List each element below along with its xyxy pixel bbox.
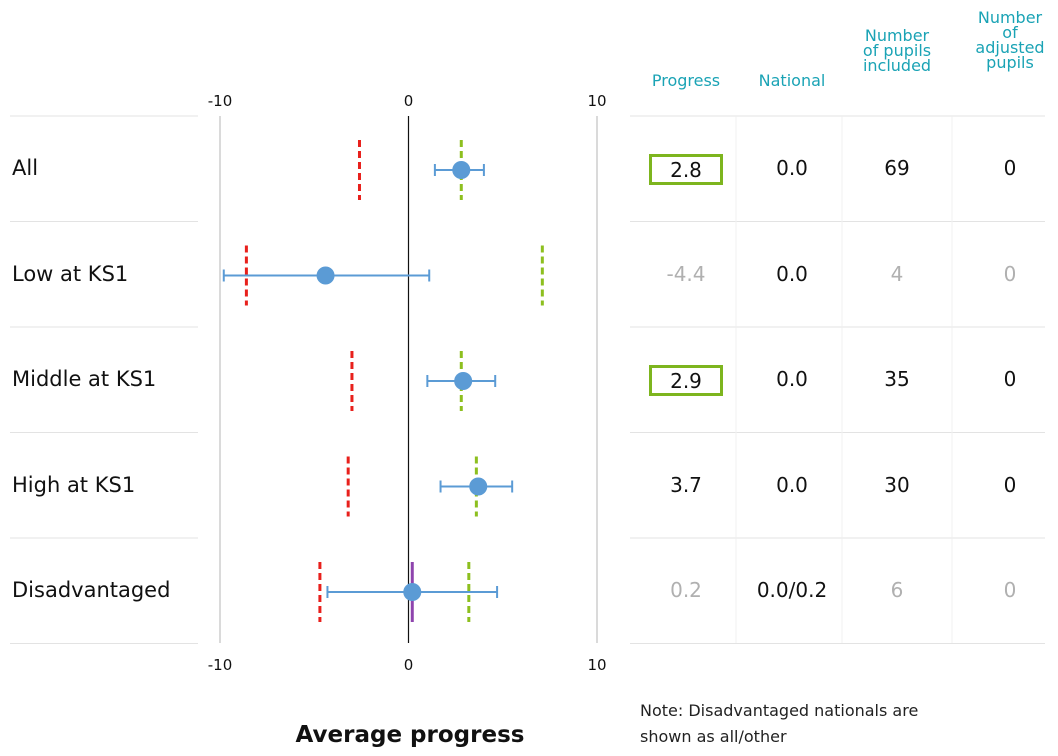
row-label: Middle at KS1 [12,367,157,391]
data-point [469,477,488,496]
header-pupils-included-line2: of pupils [862,41,932,60]
table-cell-national: 0.0 [776,261,808,286]
tick-label-top: -10 [207,92,233,110]
header-progress: Progress [651,71,721,90]
table-cell-adjusted: 0 [1003,472,1017,497]
table-cell-national: 0.0 [776,156,808,180]
header-adjusted-pupils: Number of adjusted pupils [960,8,1058,72]
table-cell-progress: -4.4 [666,261,706,286]
note-text: Note: Disadvantaged nationals are shown … [640,701,919,746]
progress-highlight-box: 2.9 [649,365,723,396]
table-cell-included: 35 [884,367,910,391]
tick-label-top: 0 [403,92,414,110]
tick-label-bottom: 10 [587,656,607,674]
data-point [452,161,471,179]
header-pupils-included: Number of pupils included [847,26,947,75]
table-cell-progress: 0.2 [670,578,702,602]
progress-highlight-box: 2.8 [649,154,723,185]
table-cell-adjusted: 0 [1003,261,1017,286]
tick-label-top: 10 [587,92,607,110]
row-label: All [12,156,39,180]
row-label: Low at KS1 [12,261,129,286]
data-point [454,372,473,390]
header-national: National [758,71,826,90]
header-adjusted-line3: adjusted [975,38,1045,57]
table-cell-national: 0.0 [776,472,808,497]
header-adjusted-line4: pupils [986,53,1034,72]
table-cell-included: 69 [884,156,910,180]
data-point [403,583,422,601]
table-cell-included: 30 [884,472,910,497]
table-cell-included: 4 [890,261,904,286]
table-cell-national: 0.0 [776,367,808,391]
table-cell-adjusted: 0 [1003,367,1017,391]
table-cell-progress: 2.9 [636,365,736,396]
table-cell-national: 0.0/0.2 [756,578,828,602]
header-pupils-included-line3: included [862,56,932,75]
header-adjusted-line2: of [1002,23,1018,42]
tick-label-bottom: -10 [207,656,233,674]
table-cell-adjusted: 0 [1003,156,1017,180]
table-cell-progress: 3.7 [670,472,702,497]
table-cell-progress: 2.8 [636,154,736,185]
header-adjusted-line1: Number [977,8,1043,27]
tick-label-bottom: 0 [403,656,414,674]
header-pupils-included-line1: Number [864,26,930,45]
table-cell-included: 6 [890,578,904,602]
data-point [316,266,335,285]
x-axis-title: Average progress [295,722,525,748]
row-label: High at KS1 [12,472,136,497]
row-label: Disadvantaged [12,578,171,602]
table-cell-adjusted: 0 [1003,578,1017,602]
